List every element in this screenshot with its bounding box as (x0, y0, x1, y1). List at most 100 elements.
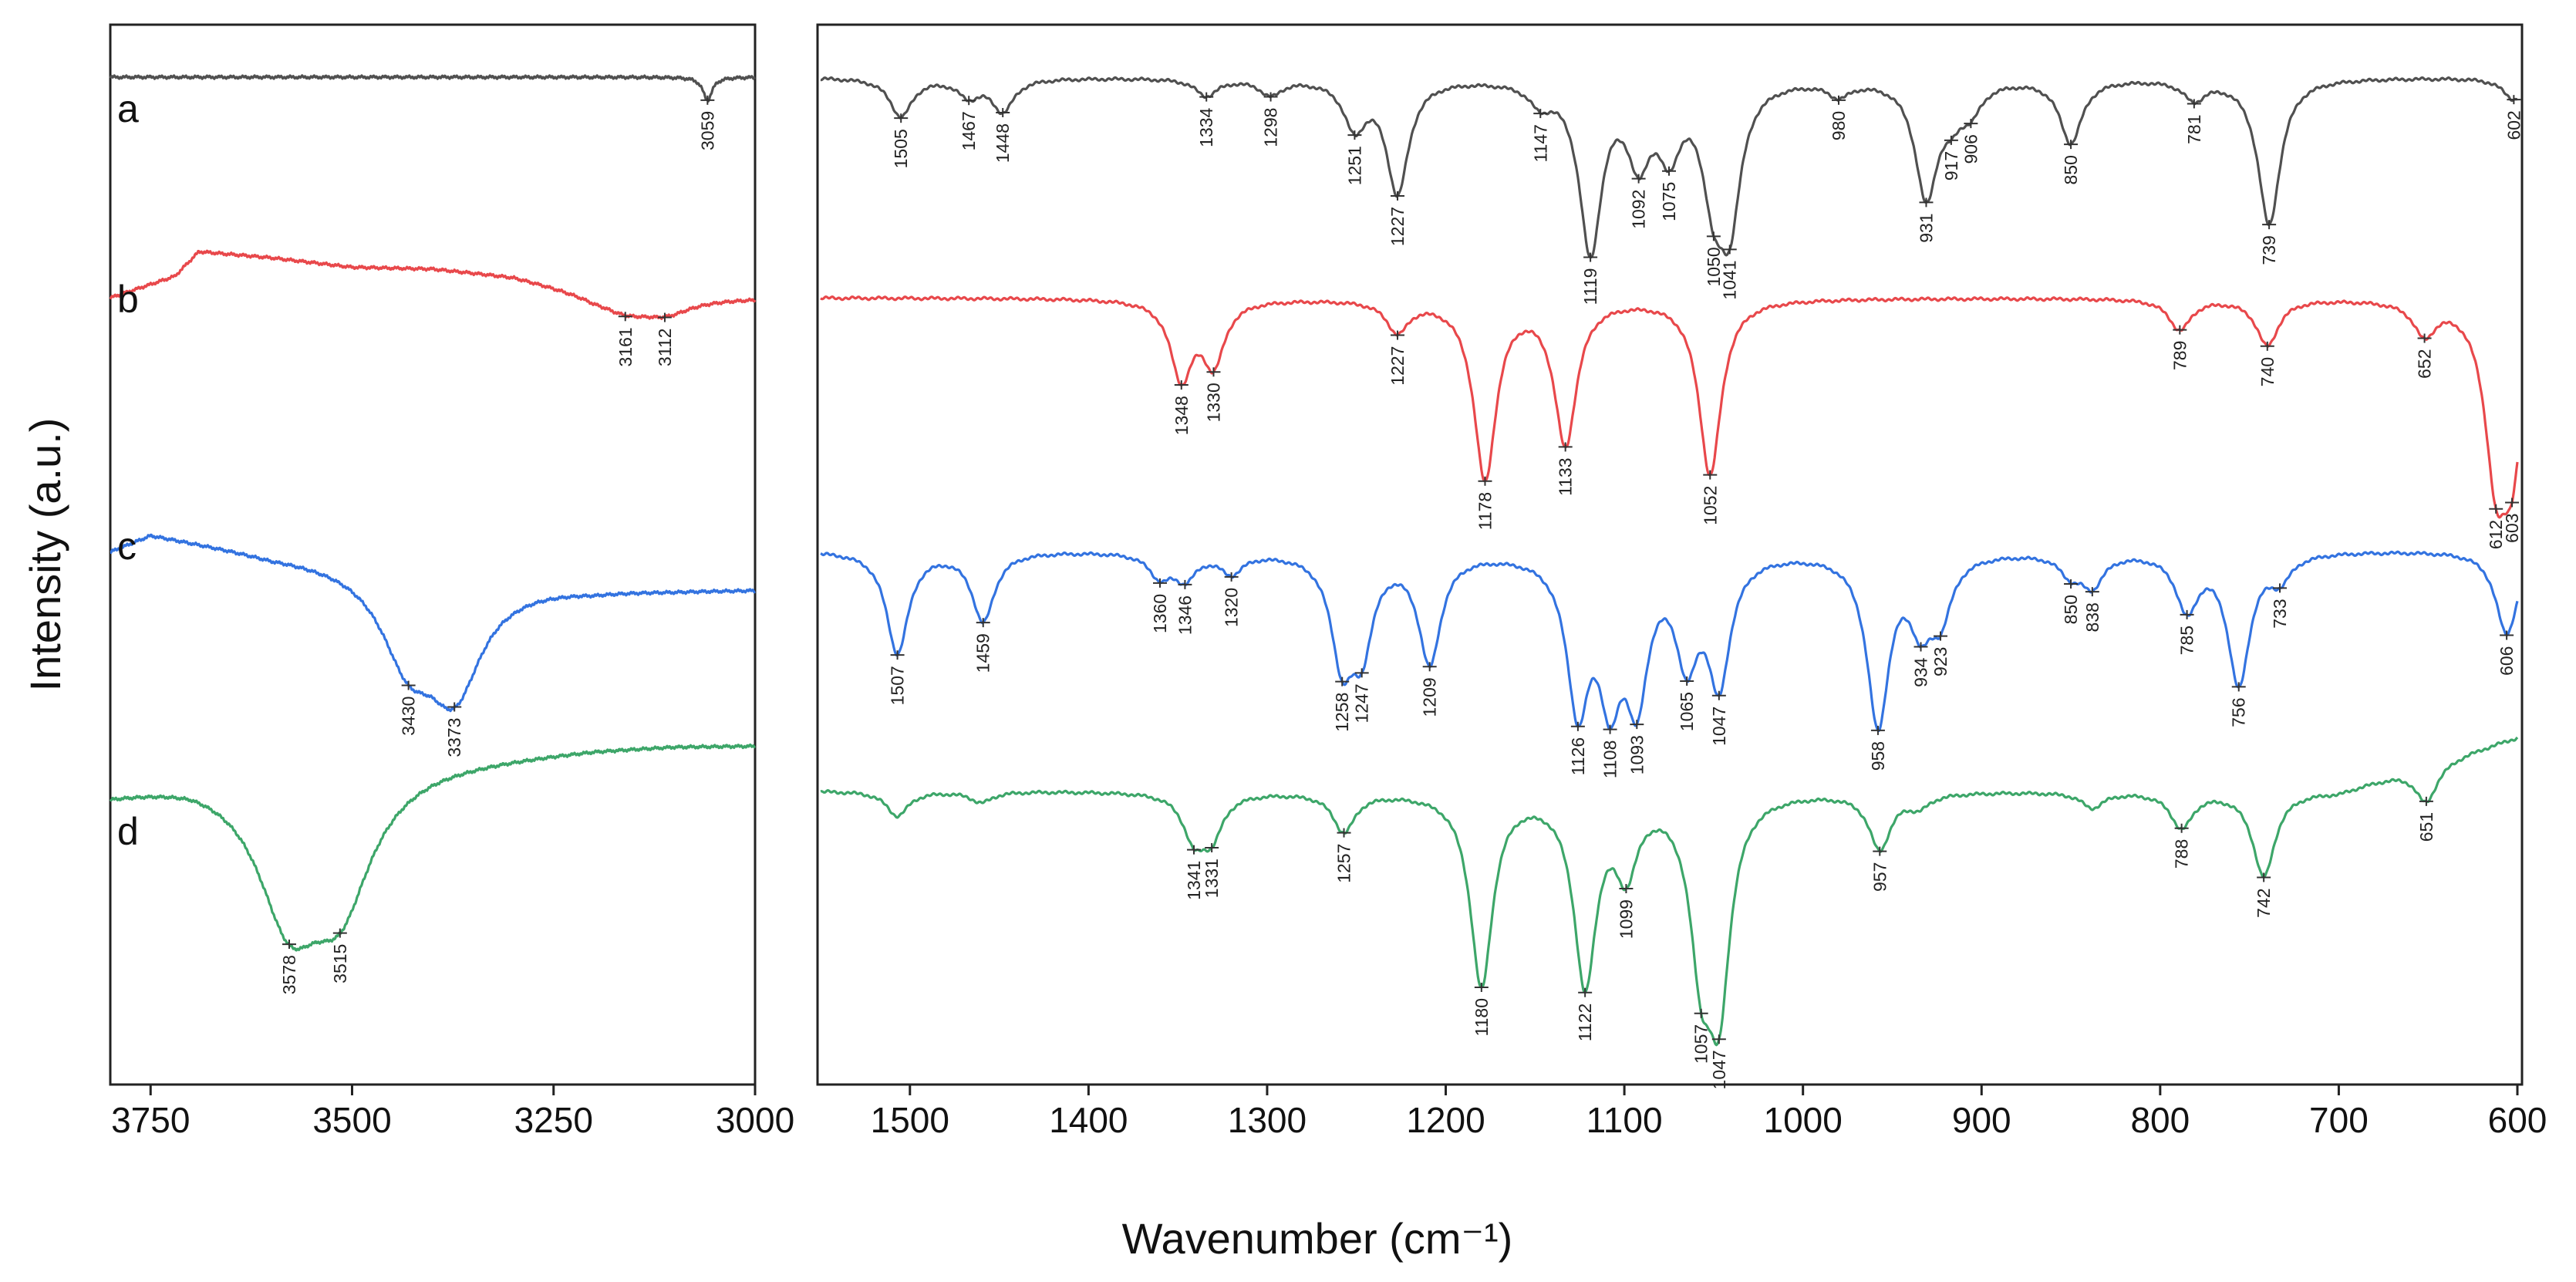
peak-label: 3578 (279, 955, 299, 994)
peak-label: 3515 (330, 944, 350, 983)
peak-label: 1227 (1387, 346, 1408, 386)
peak-label: 1052 (1700, 486, 1720, 525)
peak-label: 1047 (1709, 1050, 1729, 1089)
peak-label: 1298 (1261, 108, 1281, 147)
y-axis-label: Intensity (a.u.) (21, 418, 69, 692)
peak-label: 739 (2259, 235, 2279, 265)
peak-label: 850 (2061, 155, 2081, 184)
peak-label: 1180 (1472, 998, 1492, 1036)
x-tick-label: 3250 (514, 1100, 593, 1140)
x-tick-label: 1100 (1586, 1100, 1663, 1140)
right-panel-frame (816, 23, 2524, 1086)
peak-label: 1041 (1720, 260, 1740, 299)
x-tick-label: 1300 (1228, 1100, 1307, 1140)
peak-label: 1257 (1334, 844, 1354, 883)
peak-label: 3430 (399, 697, 419, 736)
spectrum-line-left-b (109, 249, 757, 320)
peak-label: 1122 (1575, 1004, 1595, 1041)
peak-label: 652 (2415, 349, 2435, 378)
peak-label: 917 (1941, 151, 1961, 180)
peak-label: 957 (1870, 862, 1890, 892)
peak-label: 756 (2229, 697, 2249, 727)
peak-label: 906 (1961, 134, 1981, 164)
peak-label: 1320 (1222, 588, 1242, 627)
series-letter-c: c (117, 525, 137, 568)
peak-label: 1346 (1175, 595, 1195, 635)
x-tick-label: 1200 (1406, 1100, 1485, 1140)
peak-label: 1050 (1704, 247, 1724, 286)
peak-label: 740 (2257, 357, 2278, 386)
peak-label: 1227 (1387, 207, 1408, 246)
peak-label: 602 (2504, 110, 2524, 140)
peak-label: 1334 (1196, 107, 1216, 147)
peak-label: 958 (1868, 741, 1888, 771)
peak-label: 3112 (655, 329, 675, 366)
peak-label: 606 (2497, 646, 2517, 676)
series-letter-b: b (117, 278, 139, 321)
peak-label: 1075 (1659, 182, 1679, 221)
peak-label: 1065 (1677, 692, 1697, 731)
peak-label: 1467 (959, 111, 979, 150)
x-tick-label: 3000 (716, 1100, 794, 1140)
peak-label: 1178 (1475, 492, 1495, 530)
spectrum-line-left-c (110, 533, 757, 713)
x-axis-label: Wavenumber (cm⁻¹) (1122, 1214, 1513, 1263)
peak-label: 1093 (1627, 735, 1647, 774)
peak-label: 931 (1916, 213, 1936, 242)
spectrum-line-right-c (820, 550, 2519, 733)
spectrum-line-right-d (820, 736, 2519, 1047)
peak-label: 1119 (1580, 268, 1600, 305)
peak-label: 1258 (1332, 693, 1352, 732)
peak-label: 1147 (1530, 124, 1550, 162)
x-tick-label: 900 (1952, 1100, 2011, 1140)
spectra-right-panel: 1505 1467 1448 1334 1298 1251 1227 1147 1119 1092… (820, 76, 2524, 1089)
spectrum-line-left-a (109, 74, 756, 103)
peak-label: 1108 (1600, 741, 1620, 778)
peak-label: 1133 (1556, 457, 1576, 495)
peak-label: 603 (2502, 513, 2522, 542)
peak-label: 1341 (1184, 861, 1204, 900)
x-tick-label: 3500 (312, 1100, 391, 1140)
spectrum-line-right-b (820, 295, 2519, 519)
peak-label: 1247 (1352, 683, 1372, 723)
series-letter-a: a (117, 87, 139, 130)
peak-label: 733 (2270, 599, 2290, 628)
left-panel-frame (109, 23, 757, 1086)
peak-label: 1057 (1691, 1024, 1711, 1064)
peak-label: 612 (2486, 520, 2506, 549)
peak-label: 1209 (1420, 677, 1440, 717)
peak-label: 1459 (973, 633, 993, 673)
peak-label: 3161 (615, 327, 636, 366)
peak-label: 1348 (1172, 396, 1192, 435)
peak-label: 1505 (891, 129, 911, 168)
x-tick-label: 700 (2309, 1100, 2369, 1140)
peak-label: 850 (2061, 595, 2081, 624)
peak-label: 1251 (1344, 146, 1364, 185)
peak-label: 651 (2416, 812, 2436, 842)
x-tick-label: 600 (2488, 1100, 2547, 1140)
x-tick-label: 1000 (1764, 1100, 1843, 1140)
peak-label: 980 (1829, 111, 1849, 140)
x-tick-label: 800 (2130, 1100, 2190, 1140)
peak-label: 789 (2170, 341, 2190, 370)
peak-label: 3373 (444, 717, 464, 757)
x-tick-label: 1500 (871, 1100, 949, 1140)
peak-label: 781 (2184, 114, 2204, 143)
peak-label: 1448 (993, 123, 1013, 163)
x-tick-label: 1400 (1049, 1100, 1128, 1140)
peak-label: 1092 (1629, 190, 1649, 229)
peak-label: 1099 (1616, 899, 1636, 939)
peak-label: 788 (2172, 839, 2192, 869)
peak-label: 1330 (1203, 383, 1223, 422)
peak-label: 1047 (1709, 707, 1729, 746)
x-axis-ticks: 3750 3500 3250 3000 1500 1400 1300 1200 1100 1000… (111, 1085, 2547, 1140)
peak-label: 838 (2082, 602, 2102, 632)
peak-label: 923 (1930, 647, 1951, 676)
peak-label: 1507 (888, 666, 908, 705)
series-letter-d: d (117, 810, 139, 853)
peak-label: 3059 (697, 111, 717, 150)
peak-label: 1331 (1202, 859, 1222, 898)
peak-label: 785 (2177, 626, 2197, 655)
peak-label: 934 (1911, 657, 1931, 687)
spectrum-line-left-d (109, 743, 756, 952)
